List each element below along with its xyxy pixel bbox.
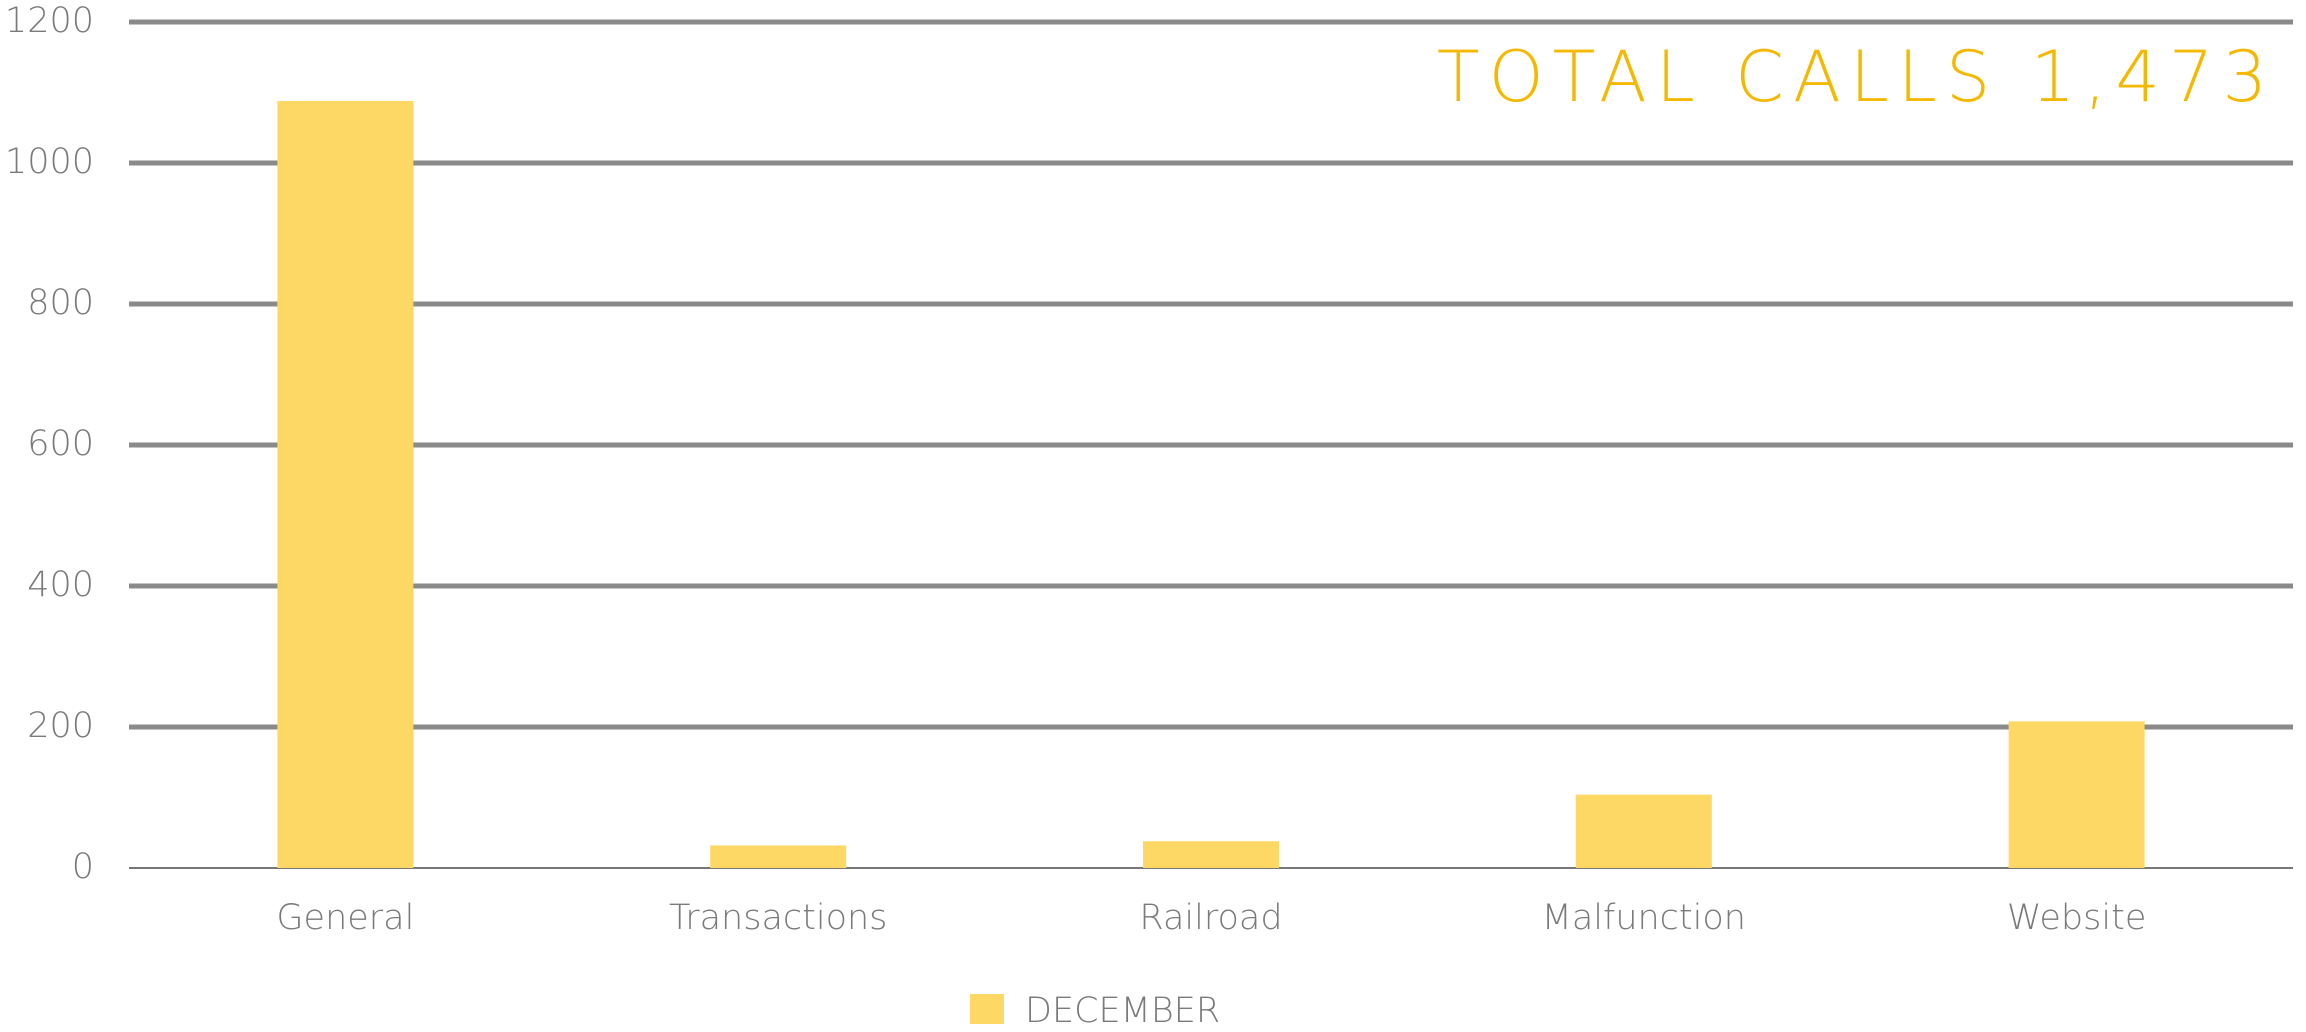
y-tick-label: 800	[27, 283, 94, 323]
x-tick-label: Website	[2007, 898, 2147, 938]
y-tick-label: 400	[27, 565, 94, 605]
x-tick-label: Transactions	[669, 898, 887, 938]
legend-label: DECEMBER	[1025, 991, 1220, 1031]
bar	[710, 845, 847, 868]
y-tick-label: 600	[27, 424, 94, 464]
y-tick-label: 200	[27, 706, 94, 746]
y-tick-label: 1200	[5, 1, 94, 41]
y-tick-label: 0	[72, 847, 94, 887]
x-tick-label: Malfunction	[1542, 898, 1746, 938]
legend-swatch	[970, 994, 1004, 1024]
y-tick-label: 1000	[5, 142, 94, 182]
bar	[2008, 721, 2145, 868]
bar	[1143, 841, 1279, 868]
x-tick-label: General	[276, 898, 414, 938]
bar	[1575, 794, 1712, 868]
bar	[277, 100, 414, 868]
x-tick-label: Railroad	[1139, 898, 1282, 938]
chart-title: TOTAL CALLS 1,473	[1437, 36, 2276, 118]
